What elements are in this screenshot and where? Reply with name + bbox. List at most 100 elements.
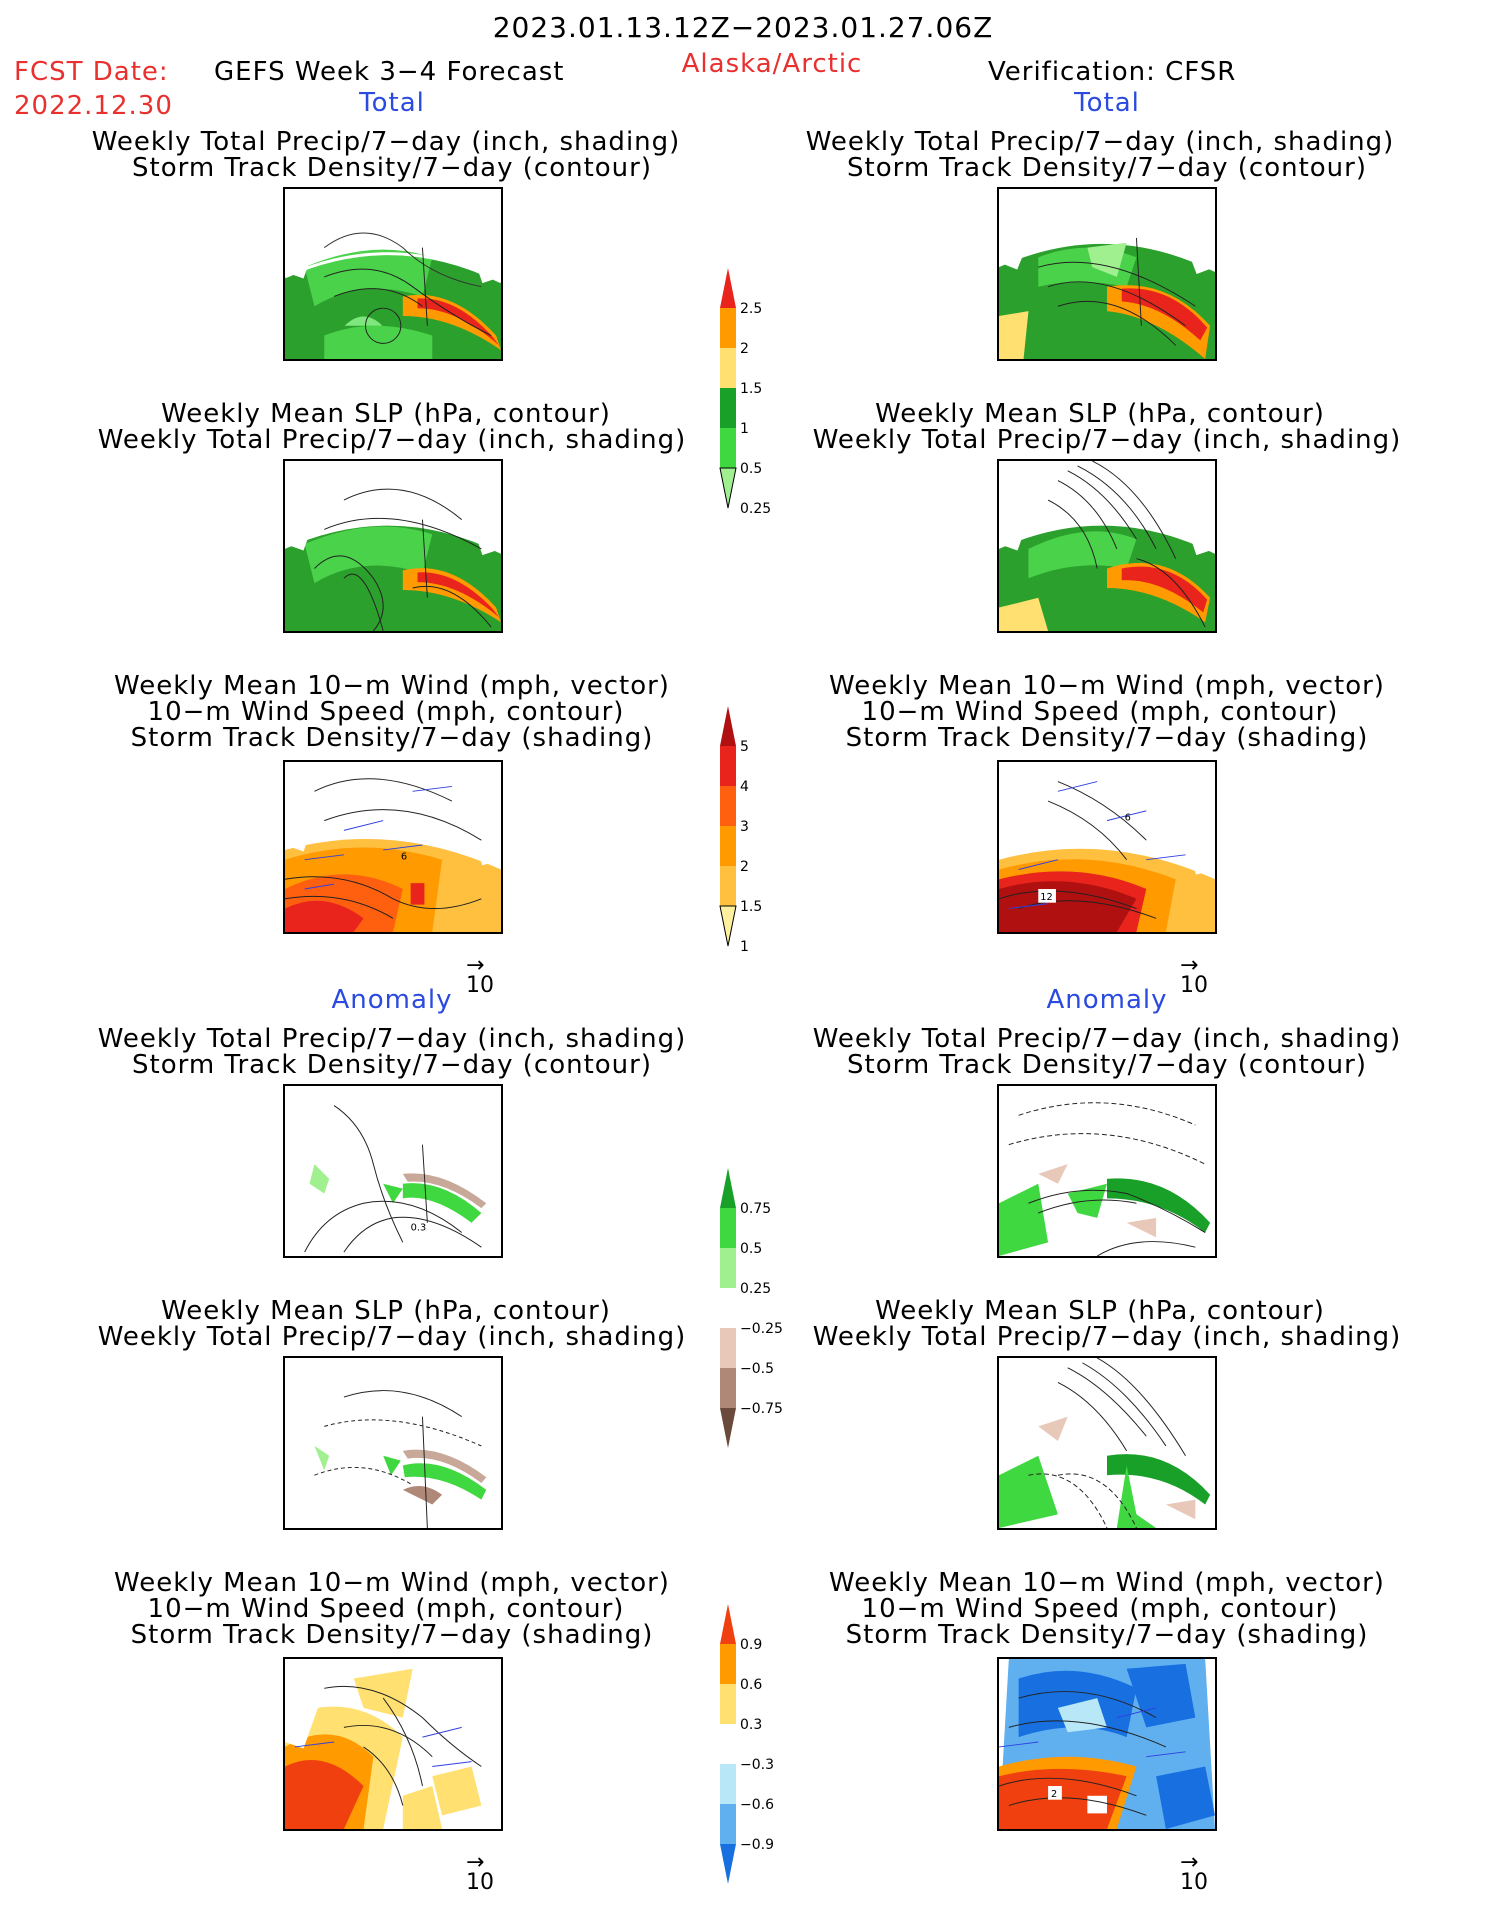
vector-ref-label: 10 <box>466 1870 494 1895</box>
vector-ref-total-left: → 10 <box>466 953 494 998</box>
colorbar-segment <box>720 746 736 786</box>
title-anom-wind-left-1: Weekly Mean 10−m Wind (mph, vector) <box>114 1568 670 1598</box>
colorbar-label: −0.75 <box>740 1401 783 1417</box>
map-contour-label: 6 <box>1125 813 1131 824</box>
colorbar-label: 4 <box>740 779 749 795</box>
title-anom-slp-precip-right-2: Weekly Total Precip/7−day (inch, shading… <box>812 1322 1402 1352</box>
colorbar-graphic: 5 4 3 2 1.5 1 <box>719 706 762 955</box>
colorbar-label: 0.6 <box>740 1677 762 1693</box>
title-anom-precip-storm-left-2: Storm Track Density/7−day (contour) <box>132 1050 652 1080</box>
colorbar-graphic: 0.75 0.5 0.25 −0.25 −0.5 −0.75 <box>720 1168 783 1448</box>
colorbar-storm-anom: 0.9 0.6 0.3 −0.3 −0.6 −0.9 <box>720 1604 800 1894</box>
vector-ref-total-right: → 10 <box>1180 953 1208 998</box>
colorbar-label: 0.5 <box>740 1241 762 1257</box>
fcst-date-label: FCST Date: <box>14 57 169 87</box>
map-total-slp-precip-verification <box>997 459 1217 633</box>
map-anom-precip-storm-verification <box>997 1084 1217 1258</box>
colorbar-segment <box>720 1644 736 1684</box>
colorbar-precip-anom: 0.75 0.5 0.25 −0.25 −0.5 −0.75 <box>720 1168 800 1458</box>
colorbar-label: 2 <box>740 859 749 875</box>
forecast-title: GEFS Week 3−4 Forecast <box>214 57 565 87</box>
section-total-right: Total <box>1074 88 1140 118</box>
title-anom-slp-precip-left-2: Weekly Total Precip/7−day (inch, shading… <box>97 1322 687 1352</box>
map-anom-precip-storm-forecast: 0.3 <box>283 1084 503 1258</box>
title-total-precip-storm-left-1: Weekly Total Precip/7−day (inch, shading… <box>91 127 681 157</box>
map-contour-label: 12 <box>1040 892 1052 903</box>
colorbar-label: 0.3 <box>740 1717 762 1733</box>
colorbar-label: 5 <box>740 739 749 755</box>
map-anom-slp-precip-verification <box>997 1356 1217 1530</box>
colorbar-label: −0.25 <box>740 1321 783 1337</box>
map-contour-label: 2 <box>1051 1789 1057 1800</box>
title-total-slp-precip-right-1: Weekly Mean SLP (hPa, contour) <box>875 399 1325 429</box>
title-anom-slp-precip-right-1: Weekly Mean SLP (hPa, contour) <box>875 1296 1325 1326</box>
colorbar-label: −0.6 <box>740 1797 774 1813</box>
colorbar-label: 1 <box>740 421 749 437</box>
colorbar-segment <box>720 1368 736 1408</box>
fcst-date-value: 2022.12.30 <box>14 91 173 121</box>
map-anom-wind-storm-forecast <box>283 1657 503 1831</box>
title-total-precip-storm-left-2: Storm Track Density/7−day (contour) <box>132 153 652 183</box>
colorbar-segment <box>720 1208 736 1248</box>
colorbar-segment <box>720 866 736 906</box>
title-total-slp-precip-left-2: Weekly Total Precip/7−day (inch, shading… <box>97 425 687 455</box>
title-anom-slp-precip-left-1: Weekly Mean SLP (hPa, contour) <box>161 1296 611 1326</box>
colorbar-segment <box>720 1684 736 1724</box>
vector-ref-label: 10 <box>1180 973 1208 998</box>
map-total-precip-storm-forecast <box>283 187 503 361</box>
colorbar-label: 1.5 <box>740 899 762 915</box>
colorbar-label: 0.9 <box>740 1637 762 1653</box>
vector-ref-label: 10 <box>1180 1870 1208 1895</box>
map-contour-label: 6 <box>401 852 407 863</box>
title-anom-wind-right-1: Weekly Mean 10−m Wind (mph, vector) <box>829 1568 1385 1598</box>
date-range: 2023.01.13.12Z−2023.01.27.06Z <box>492 11 994 44</box>
title-total-wind-right-3: Storm Track Density/7−day (shading) <box>845 723 1369 753</box>
colorbar-segment <box>720 1288 736 1328</box>
colorbar-segment <box>720 826 736 866</box>
title-anom-precip-storm-right-1: Weekly Total Precip/7−day (inch, shading… <box>812 1024 1402 1054</box>
colorbar-label: 2 <box>740 341 749 357</box>
map-total-wind-storm-forecast: 6 <box>283 760 503 934</box>
colorbar-label: 1 <box>740 939 749 955</box>
colorbar-segment <box>720 268 736 308</box>
colorbar-segment <box>720 1844 736 1884</box>
verification-label: Verification: CFSR <box>988 57 1237 87</box>
colorbar-precip-total: 2.5 2 1.5 1 0.5 0.25 <box>719 268 800 518</box>
map-anom-wind-storm-verification: 2 <box>997 1657 1217 1831</box>
colorbar-label: 0.5 <box>740 461 762 477</box>
colorbar-label: 3 <box>740 819 749 835</box>
title-total-precip-storm-right-2: Storm Track Density/7−day (contour) <box>847 153 1367 183</box>
colorbar-segment <box>720 1328 736 1368</box>
title-anom-wind-left-2: 10−m Wind Speed (mph, contour) <box>147 1594 625 1624</box>
title-anom-wind-right-2: 10−m Wind Speed (mph, contour) <box>861 1594 1339 1624</box>
colorbar-label: −0.3 <box>740 1757 774 1773</box>
section-anomaly-left: Anomaly <box>331 985 453 1015</box>
colorbar-segment <box>720 1764 736 1804</box>
vector-ref-anom-right: → 10 <box>1180 1850 1208 1895</box>
colorbar-label: −0.9 <box>740 1837 774 1853</box>
colorbar-segment <box>720 706 736 746</box>
colorbar-label: 0.75 <box>740 1201 771 1217</box>
colorbar-segment <box>720 1604 736 1644</box>
title-anom-precip-storm-right-2: Storm Track Density/7−day (contour) <box>847 1050 1367 1080</box>
colorbar-segment <box>720 786 736 826</box>
section-total-left: Total <box>359 88 425 118</box>
colorbar-label: 0.25 <box>740 1281 771 1297</box>
title-anom-wind-left-3: Storm Track Density/7−day (shading) <box>130 1620 654 1650</box>
colorbar-segment <box>720 1408 736 1448</box>
colorbar-label: 0.25 <box>740 501 771 517</box>
colorbar-segment <box>720 308 736 348</box>
title-total-wind-right-1: Weekly Mean 10−m Wind (mph, vector) <box>829 671 1385 701</box>
title-anom-wind-right-3: Storm Track Density/7−day (shading) <box>845 1620 1369 1650</box>
vector-ref-label: 10 <box>466 973 494 998</box>
title-total-precip-storm-right-1: Weekly Total Precip/7−day (inch, shading… <box>805 127 1395 157</box>
title-total-slp-precip-right-2: Weekly Total Precip/7−day (inch, shading… <box>812 425 1402 455</box>
map-total-wind-storm-verification: 12 6 <box>997 760 1217 934</box>
map-anom-slp-precip-forecast <box>283 1356 503 1530</box>
colorbar-segment <box>720 1724 736 1764</box>
colorbar-graphic: 0.9 0.6 0.3 −0.3 −0.6 −0.9 <box>720 1604 774 1884</box>
title-total-slp-precip-left-1: Weekly Mean SLP (hPa, contour) <box>161 399 611 429</box>
colorbar-storm-total: 5 4 3 2 1.5 1 <box>719 706 800 956</box>
region-label: Alaska/Arctic <box>681 49 863 79</box>
colorbar-graphic: 2.5 2 1.5 1 0.5 0.25 <box>719 268 771 517</box>
